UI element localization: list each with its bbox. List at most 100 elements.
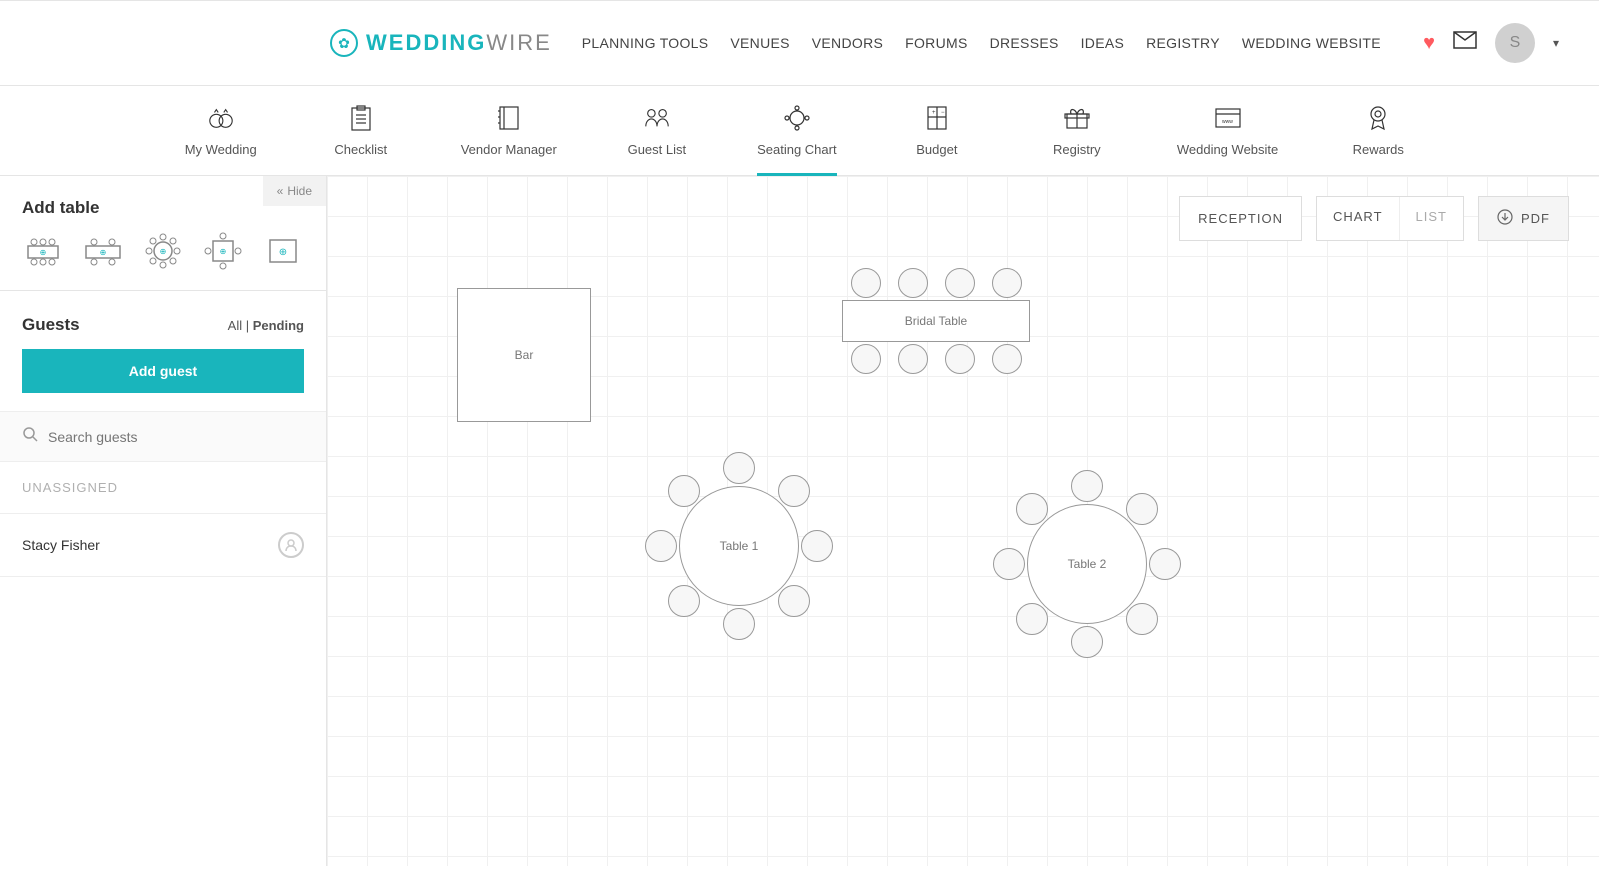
seat[interactable]	[801, 530, 833, 562]
guest-avatar-icon	[278, 532, 304, 558]
svg-text:⊕: ⊕	[220, 247, 227, 256]
seat[interactable]	[898, 268, 928, 298]
bridal-label: Bridal Table	[905, 314, 967, 328]
seat[interactable]	[851, 268, 881, 298]
search-input[interactable]	[48, 429, 304, 445]
people-icon	[643, 104, 671, 132]
mail-icon[interactable]	[1453, 31, 1477, 55]
nav-wedding-website[interactable]: WEDDING WEBSITE	[1242, 35, 1381, 51]
browser-icon: www	[1214, 104, 1242, 132]
subnav-checklist[interactable]: Checklist	[321, 104, 401, 175]
nav-vendors[interactable]: VENDORS	[812, 35, 883, 51]
seat[interactable]	[993, 548, 1025, 580]
seat[interactable]	[778, 475, 810, 507]
table-shape-square[interactable]: ⊕	[202, 232, 244, 270]
svg-text:−: −	[941, 110, 945, 116]
nav-forums[interactable]: FORUMS	[905, 35, 967, 51]
pdf-label: PDF	[1521, 211, 1550, 226]
guests-title: Guests	[22, 315, 80, 335]
table-shape-rect-long[interactable]: ⊕	[82, 232, 124, 270]
clipboard-icon	[347, 104, 375, 132]
user-avatar[interactable]: S	[1495, 23, 1535, 63]
subnav-label: Guest List	[628, 142, 687, 157]
nav-dresses[interactable]: DRESSES	[990, 35, 1059, 51]
table-shapes: ⊕ ⊕ ⊕ ⊕ ⊕	[0, 232, 326, 291]
seat[interactable]	[1126, 603, 1158, 635]
subnav-rewards[interactable]: Rewards	[1338, 104, 1418, 175]
table-shape-rect-short[interactable]: ⊕	[22, 232, 64, 270]
bar-label: Bar	[515, 348, 534, 362]
svg-text:⊕: ⊕	[40, 248, 47, 257]
seat[interactable]	[898, 344, 928, 374]
logo[interactable]: ✿ WEDDINGWIRE	[330, 29, 552, 57]
main-nav: PLANNING TOOLS VENUES VENDORS FORUMS DRE…	[582, 35, 1381, 51]
book-icon	[495, 104, 523, 132]
subnav-registry[interactable]: Registry	[1037, 104, 1117, 175]
subnav-guest-list[interactable]: Guest List	[617, 104, 697, 175]
logo-bold: WEDDING	[366, 30, 486, 55]
favorites-icon[interactable]: ♥	[1423, 32, 1435, 55]
add-guest-button[interactable]: Add guest	[22, 349, 304, 393]
seat[interactable]	[668, 475, 700, 507]
svg-text:⊕: ⊕	[160, 247, 167, 256]
seat[interactable]	[723, 452, 755, 484]
seat[interactable]	[945, 268, 975, 298]
seat[interactable]	[778, 585, 810, 617]
seat[interactable]	[992, 344, 1022, 374]
seating-icon	[783, 104, 811, 132]
search-guests[interactable]	[0, 411, 326, 462]
reception-dropdown[interactable]: RECEPTION	[1179, 196, 1302, 241]
subnav-label: Rewards	[1353, 142, 1404, 157]
subnav-vendor-manager[interactable]: Vendor Manager	[461, 104, 557, 175]
filter-all[interactable]: All	[228, 318, 242, 333]
seat[interactable]	[723, 608, 755, 640]
nav-planning-tools[interactable]: PLANNING TOOLS	[582, 35, 709, 51]
guest-row[interactable]: Stacy Fisher	[0, 514, 326, 577]
seat[interactable]	[1016, 603, 1048, 635]
view-chart[interactable]: CHART	[1317, 197, 1399, 240]
seat[interactable]	[668, 585, 700, 617]
subnav-label: My Wedding	[185, 142, 257, 157]
user-menu-chevron-icon[interactable]: ▾	[1553, 36, 1559, 50]
table-label: Table 1	[720, 539, 759, 553]
seat[interactable]	[992, 268, 1022, 298]
round-table-1[interactable]: Table 1	[647, 454, 831, 638]
table-shape-round[interactable]: ⊕	[142, 232, 184, 270]
nav-registry[interactable]: REGISTRY	[1146, 35, 1220, 51]
hide-label: Hide	[287, 184, 312, 198]
filter-sep: |	[242, 318, 253, 333]
bar-element[interactable]: Bar	[457, 288, 591, 422]
nav-venues[interactable]: VENUES	[730, 35, 789, 51]
sidebar: « Hide Add table ⊕ ⊕ ⊕ ⊕ ⊕ Guests All | …	[0, 176, 327, 866]
subnav-seating-chart[interactable]: Seating Chart	[757, 104, 837, 175]
svg-text:⊕: ⊕	[100, 248, 107, 257]
round-table-2[interactable]: Table 2	[995, 472, 1179, 656]
table-shape-custom[interactable]: ⊕	[262, 232, 304, 270]
subnav-budget[interactable]: +− Budget	[897, 104, 977, 175]
unassigned-header: UNASSIGNED	[0, 462, 326, 514]
seating-canvas[interactable]: RECEPTION CHART LIST PDF Bar Bridal Tabl…	[327, 176, 1599, 866]
filter-pending[interactable]: Pending	[253, 318, 304, 333]
seat[interactable]	[1016, 493, 1048, 525]
bridal-table[interactable]: Bridal Table	[842, 268, 1030, 342]
search-icon	[22, 426, 38, 447]
rings-icon	[207, 104, 235, 132]
seat[interactable]	[1149, 548, 1181, 580]
header-right: ♥ S ▾	[1423, 23, 1559, 63]
seat[interactable]	[945, 344, 975, 374]
view-toggle: CHART LIST	[1316, 196, 1464, 241]
download-icon	[1497, 209, 1513, 228]
nav-ideas[interactable]: IDEAS	[1081, 35, 1125, 51]
view-list[interactable]: LIST	[1399, 197, 1463, 240]
hide-sidebar-button[interactable]: « Hide	[263, 176, 326, 206]
seat[interactable]	[1071, 470, 1103, 502]
subnav-wedding-website[interactable]: www Wedding Website	[1177, 104, 1278, 175]
seat[interactable]	[645, 530, 677, 562]
medal-icon	[1364, 104, 1392, 132]
seat[interactable]	[1126, 493, 1158, 525]
subnav-my-wedding[interactable]: My Wedding	[181, 104, 261, 175]
seat[interactable]	[1071, 626, 1103, 658]
svg-text:www: www	[1222, 119, 1233, 125]
export-pdf-button[interactable]: PDF	[1478, 196, 1569, 241]
seat[interactable]	[851, 344, 881, 374]
